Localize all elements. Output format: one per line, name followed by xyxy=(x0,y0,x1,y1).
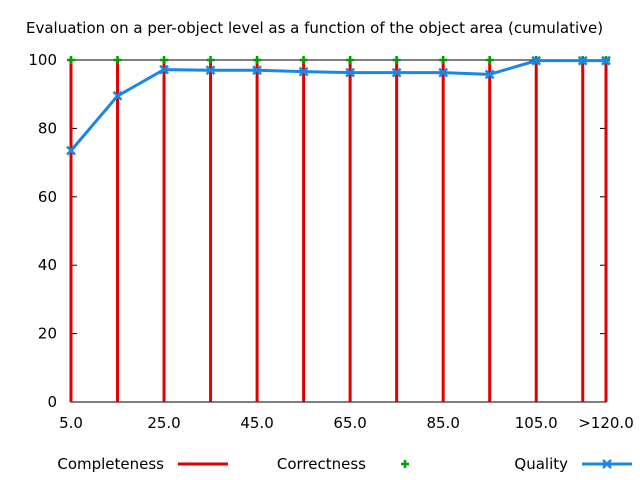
correctness-point xyxy=(206,56,215,64)
quality-point xyxy=(391,67,402,78)
legend: Completeness Correctness Quality xyxy=(57,455,632,473)
y-tick-label: 100 xyxy=(28,51,57,69)
legend-sample-quality-marker xyxy=(602,459,612,469)
axes: 0 20 40 60 80 100 5.0 25.0 45.0 65.0 85.0 105.0 >120… xyxy=(28,51,633,432)
plot-frame xyxy=(70,59,607,403)
correctness-point xyxy=(485,56,494,64)
legend-label-quality: Quality xyxy=(514,455,568,473)
x-tick-label: 65.0 xyxy=(333,414,366,432)
x-tick-label: 105.0 xyxy=(515,414,558,432)
quality-point xyxy=(601,55,611,66)
x-tick-label: 85.0 xyxy=(426,414,459,432)
correctness-point xyxy=(253,56,262,64)
correctness-point xyxy=(346,56,355,64)
quality-point xyxy=(66,145,76,156)
x-tick-label: >120.0 xyxy=(578,414,634,432)
quality-point xyxy=(205,65,216,76)
y-tick-label: 40 xyxy=(38,256,57,274)
y-tick-label: 0 xyxy=(47,393,57,411)
quality-point xyxy=(159,64,169,75)
quality-point xyxy=(112,91,123,101)
x-tick-label: 5.0 xyxy=(59,414,83,432)
quality-point xyxy=(252,65,262,76)
legend-sample-correctness xyxy=(401,460,409,468)
y-tick-label: 60 xyxy=(38,188,57,206)
chart-title: Evaluation on a per-object level as a fu… xyxy=(26,19,603,37)
quality-point xyxy=(438,67,449,78)
correctness-point xyxy=(392,56,401,64)
y-tick-label: 80 xyxy=(38,119,57,137)
correctness-point xyxy=(299,56,308,64)
correctness-point xyxy=(67,56,75,64)
quality-point xyxy=(345,67,356,78)
legend-label-completeness: Completeness xyxy=(57,455,164,473)
quality-point xyxy=(484,69,495,80)
quality-point xyxy=(531,55,542,66)
legend-label-correctness: Correctness xyxy=(277,455,366,473)
quality-point xyxy=(298,66,309,77)
y-tick-label: 20 xyxy=(38,325,57,343)
x-tick-label: 25.0 xyxy=(147,414,180,432)
correctness-point xyxy=(439,56,448,64)
correctness-point xyxy=(160,56,169,64)
quality-point xyxy=(577,55,588,66)
chart-marks xyxy=(66,55,611,402)
correctness-point xyxy=(113,56,122,64)
x-tick-label: 45.0 xyxy=(240,414,273,432)
quality-line xyxy=(69,59,606,152)
